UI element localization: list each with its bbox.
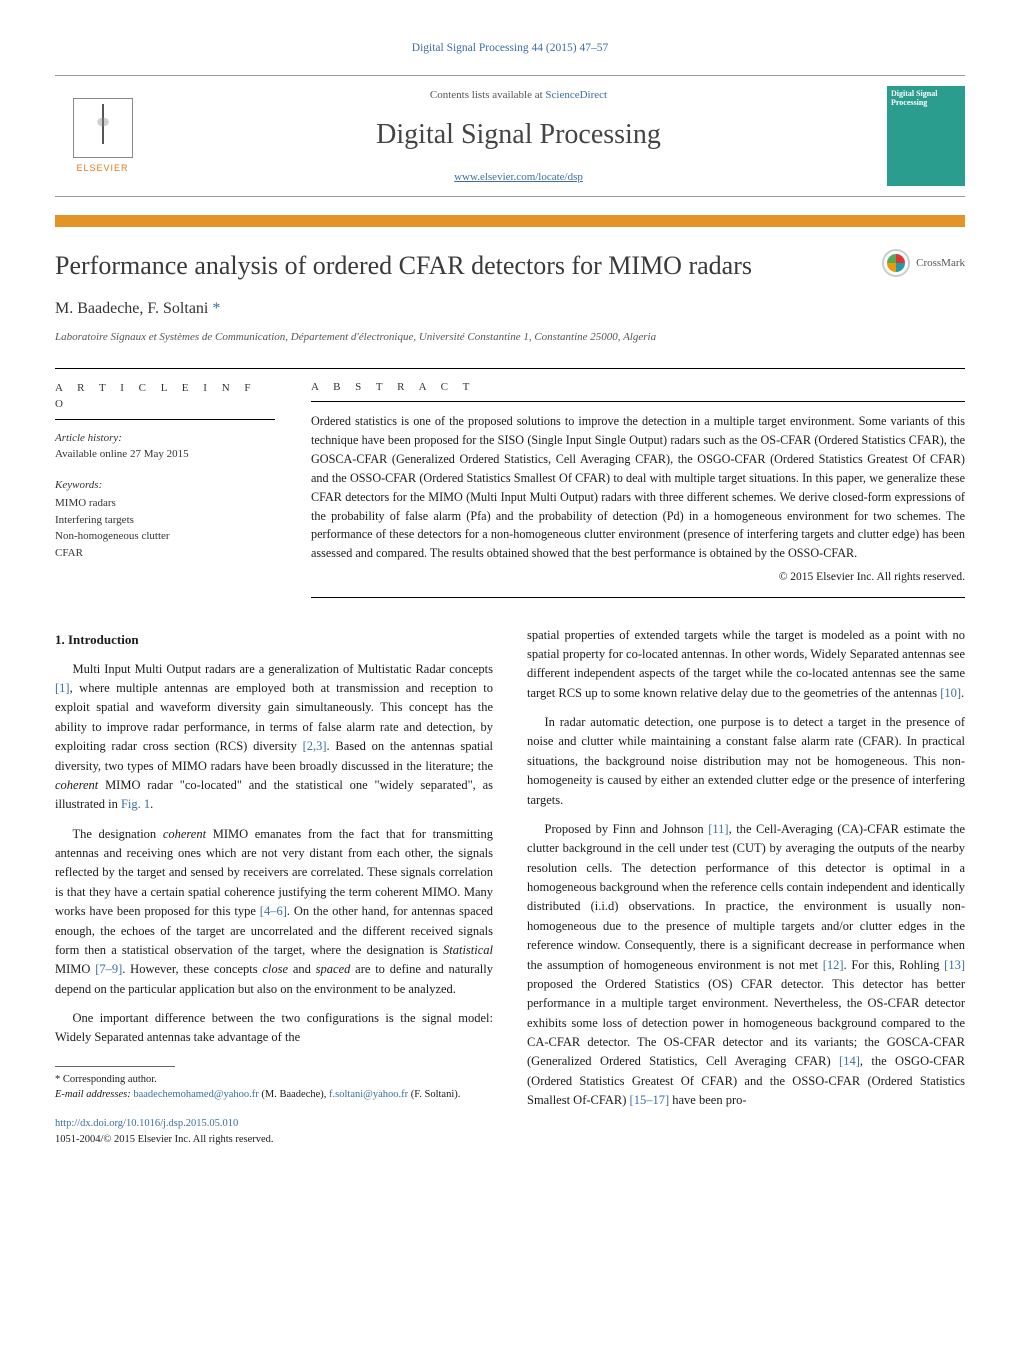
history-label: Article history: bbox=[55, 430, 275, 447]
affiliation: Laboratoire Signaux et Systèmes de Commu… bbox=[55, 329, 965, 346]
footnote-block: * Corresponding author. E-mail addresses… bbox=[55, 1073, 493, 1102]
doi-link[interactable]: http://dx.doi.org/10.1016/j.dsp.2015.05.… bbox=[55, 1118, 238, 1129]
contents-prefix: Contents lists available at bbox=[430, 89, 545, 101]
header-center: Contents lists available at ScienceDirec… bbox=[168, 87, 869, 185]
crossmark-badge[interactable]: CrossMark bbox=[882, 249, 965, 277]
keyword-item: CFAR bbox=[55, 545, 275, 562]
journal-homepage-link[interactable]: www.elsevier.com/locate/dsp bbox=[454, 171, 583, 183]
title-row: Performance analysis of ordered CFAR det… bbox=[55, 249, 965, 297]
body-paragraph: The designation coherent MIMO emanates f… bbox=[55, 825, 493, 999]
authors-line: M. Baadeche, F. Soltani * bbox=[55, 297, 965, 321]
keywords-block: Keywords: MIMO radars Interfering target… bbox=[55, 477, 275, 562]
article-info-column: a r t i c l e i n f o Article history: A… bbox=[55, 369, 275, 598]
article-title: Performance analysis of ordered CFAR det… bbox=[55, 249, 862, 283]
section-number: 1. bbox=[55, 632, 65, 647]
history-line: Available online 27 May 2015 bbox=[55, 446, 275, 463]
info-abstract-row: a r t i c l e i n f o Article history: A… bbox=[55, 368, 965, 598]
keyword-item: MIMO radars bbox=[55, 495, 275, 512]
body-paragraph: One important difference between the two… bbox=[55, 1009, 493, 1048]
elsevier-tree-icon bbox=[73, 98, 133, 158]
page-root: Digital Signal Processing 44 (2015) 47–5… bbox=[0, 0, 1020, 1209]
elsevier-logo: ELSEVIER bbox=[55, 89, 150, 184]
abstract-heading: a b s t r a c t bbox=[311, 369, 965, 403]
authors-text: M. Baadeche, F. Soltani bbox=[55, 300, 208, 317]
corresponding-star: * bbox=[212, 300, 220, 317]
elsevier-label: ELSEVIER bbox=[76, 162, 128, 176]
author-email-2[interactable]: f.soltani@yahoo.fr bbox=[329, 1089, 408, 1100]
journal-name: Digital Signal Processing bbox=[168, 114, 869, 156]
accent-bar bbox=[55, 215, 965, 227]
footnote-rule bbox=[55, 1066, 175, 1067]
history-block: Article history: Available online 27 May… bbox=[55, 430, 275, 463]
abstract-bottom-rule bbox=[311, 597, 965, 598]
email2-who: (F. Soltani). bbox=[411, 1089, 461, 1100]
body-two-columns: 1. Introduction Multi Input Multi Output… bbox=[55, 626, 965, 1149]
section-title: Introduction bbox=[68, 632, 139, 647]
email-label: E-mail addresses: bbox=[55, 1089, 131, 1100]
keyword-item: Non-homogeneous clutter bbox=[55, 528, 275, 545]
body-paragraph: Multi Input Multi Output radars are a ge… bbox=[55, 660, 493, 815]
section-1-heading: 1. Introduction bbox=[55, 630, 493, 650]
crossmark-label: CrossMark bbox=[916, 255, 965, 272]
journal-header: ELSEVIER Contents lists available at Sci… bbox=[55, 75, 965, 197]
crossmark-icon bbox=[882, 249, 910, 277]
body-paragraph: In radar automatic detection, one purpos… bbox=[527, 713, 965, 810]
email1-who: (M. Baadeche) bbox=[261, 1089, 323, 1100]
keyword-item: Interfering targets bbox=[55, 512, 275, 529]
abstract-column: a b s t r a c t Ordered statistics is on… bbox=[311, 369, 965, 598]
keywords-label: Keywords: bbox=[55, 477, 275, 494]
doi-block: http://dx.doi.org/10.1016/j.dsp.2015.05.… bbox=[55, 1116, 493, 1149]
abstract-text: Ordered statistics is one of the propose… bbox=[311, 412, 965, 563]
running-head-citation: Digital Signal Processing 44 (2015) 47–5… bbox=[55, 40, 965, 57]
issn-copyright: 1051-2004/© 2015 Elsevier Inc. All right… bbox=[55, 1132, 493, 1148]
author-email-1[interactable]: baadechemohamed@yahoo.fr bbox=[133, 1089, 258, 1100]
journal-cover-thumb: Digital Signal Processing bbox=[887, 86, 965, 186]
body-paragraph: spatial properties of extended targets w… bbox=[527, 626, 965, 704]
contents-line: Contents lists available at ScienceDirec… bbox=[168, 87, 869, 104]
body-paragraph: Proposed by Finn and Johnson [11], the C… bbox=[527, 820, 965, 1111]
cover-text: Digital Signal Processing bbox=[891, 90, 961, 108]
corresponding-marker: * bbox=[55, 1074, 60, 1085]
sciencedirect-link[interactable]: ScienceDirect bbox=[545, 89, 607, 101]
abstract-copyright: © 2015 Elsevier Inc. All rights reserved… bbox=[311, 569, 965, 586]
corresponding-label: Corresponding author. bbox=[63, 1074, 157, 1085]
article-info-heading: a r t i c l e i n f o bbox=[55, 370, 275, 420]
